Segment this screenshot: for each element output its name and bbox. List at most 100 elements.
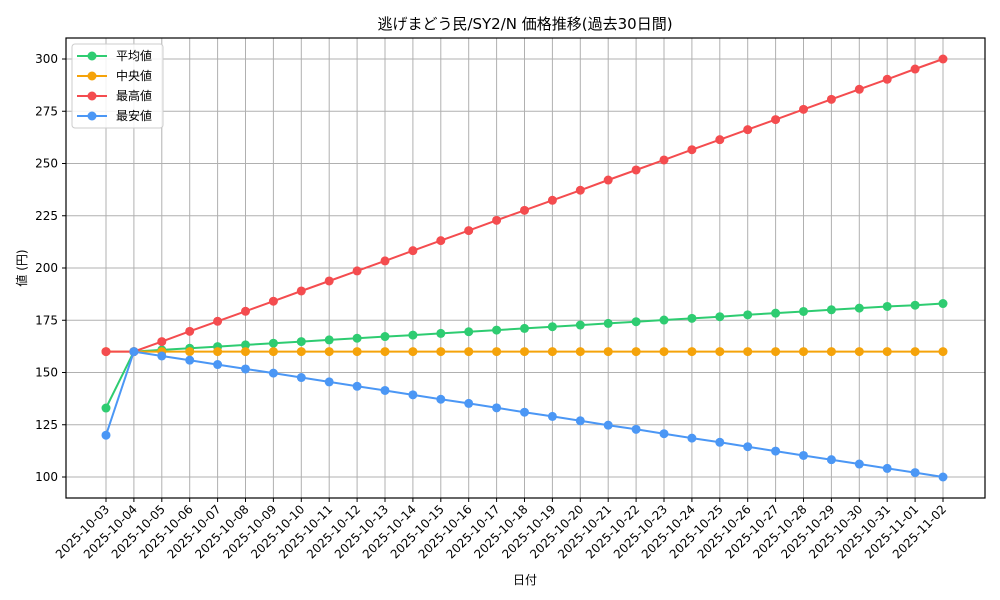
legend-box (71, 43, 164, 129)
data-point (882, 463, 892, 473)
data-point (603, 318, 613, 328)
data-point (938, 472, 948, 482)
data-point (324, 276, 334, 286)
data-point (575, 185, 585, 195)
data-point (101, 430, 111, 440)
data-point (492, 325, 502, 335)
y-tick-label: 125 (35, 418, 58, 432)
series-3 (101, 347, 948, 482)
legend-label: 最高値 (116, 88, 152, 103)
data-point (771, 308, 781, 318)
data-point (268, 368, 278, 378)
y-tick-label: 150 (35, 366, 58, 380)
grid-lines (66, 38, 985, 498)
data-point (296, 286, 306, 296)
data-point (687, 347, 697, 357)
y-tick-label: 200 (35, 261, 58, 275)
data-point (715, 135, 725, 145)
data-point (380, 385, 390, 395)
data-point (296, 373, 306, 383)
data-point (715, 437, 725, 447)
data-point (854, 84, 864, 94)
data-point (743, 310, 753, 320)
data-point (436, 394, 446, 404)
data-point (520, 323, 529, 333)
data-point (715, 312, 725, 322)
y-tick-label: 300 (35, 52, 58, 66)
chart-title: 逃げまどう民/SY2/N 価格推移(過去30日間) (377, 15, 672, 33)
data-point (771, 347, 781, 357)
data-point (157, 337, 167, 347)
data-point (910, 300, 920, 310)
data-point (743, 125, 753, 135)
data-point (436, 347, 446, 357)
data-point (575, 347, 585, 357)
data-point (938, 347, 948, 357)
data-point (241, 306, 250, 316)
data-point (631, 347, 641, 357)
data-point (213, 316, 223, 326)
data-point (826, 347, 836, 357)
data-point (854, 303, 864, 313)
data-point (492, 347, 502, 357)
y-tick-label: 275 (35, 104, 58, 118)
data-point (799, 104, 808, 114)
data-point (492, 403, 502, 413)
data-point (129, 347, 139, 357)
data-point (799, 306, 808, 316)
legend-label: 最安値 (116, 108, 152, 123)
data-point (659, 155, 669, 165)
legend-marker-icon (87, 111, 97, 121)
data-point (854, 347, 864, 357)
data-point (101, 347, 111, 357)
data-point (631, 424, 641, 434)
legend-label: 中央値 (116, 68, 152, 83)
data-point (520, 347, 529, 357)
data-point (910, 347, 920, 357)
data-point (743, 442, 753, 452)
data-point (296, 337, 306, 347)
data-point (687, 433, 697, 443)
data-point (324, 377, 334, 387)
y-tick-label: 250 (35, 157, 58, 171)
data-point (408, 347, 418, 357)
data-point (799, 347, 808, 357)
data-point (464, 226, 474, 236)
data-point (408, 330, 418, 340)
data-point (157, 351, 167, 361)
data-point (659, 429, 669, 439)
data-point (547, 347, 557, 357)
data-point (631, 317, 641, 327)
data-point (268, 347, 278, 357)
data-point (380, 347, 390, 357)
data-point (352, 381, 362, 391)
data-point (380, 332, 390, 342)
data-point (268, 296, 278, 306)
series-2 (101, 54, 948, 357)
data-point (185, 347, 195, 357)
legend-label: 平均値 (116, 48, 152, 63)
data-point (715, 347, 725, 357)
data-point (826, 455, 836, 465)
data-point (296, 347, 306, 357)
data-point (241, 364, 250, 374)
data-point (771, 446, 781, 456)
data-point (882, 74, 892, 84)
y-axis-ticks: 100 125 150 175 200 225 250 275 300 (35, 52, 66, 484)
y-tick-label: 175 (35, 313, 58, 327)
legend-marker-icon (87, 51, 97, 61)
x-axis-label: 日付 (513, 573, 537, 587)
data-point (464, 347, 474, 357)
data-point (743, 347, 753, 357)
data-point (882, 347, 892, 357)
y-axis-label: 値 (円) (14, 249, 29, 286)
data-point (213, 360, 223, 370)
data-point (436, 328, 446, 338)
data-point (547, 322, 557, 332)
data-point (268, 338, 278, 348)
series-1 (101, 347, 948, 357)
data-point (687, 313, 697, 323)
data-point (464, 327, 474, 337)
